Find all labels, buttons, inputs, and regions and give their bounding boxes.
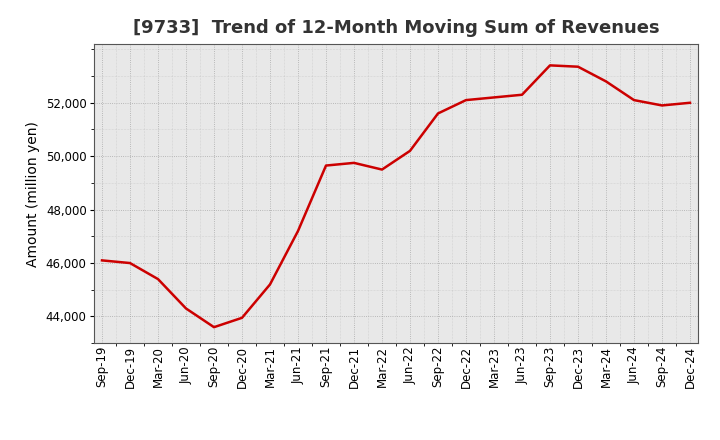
Y-axis label: Amount (million yen): Amount (million yen) [26, 121, 40, 267]
Title: [9733]  Trend of 12-Month Moving Sum of Revenues: [9733] Trend of 12-Month Moving Sum of R… [132, 19, 660, 37]
